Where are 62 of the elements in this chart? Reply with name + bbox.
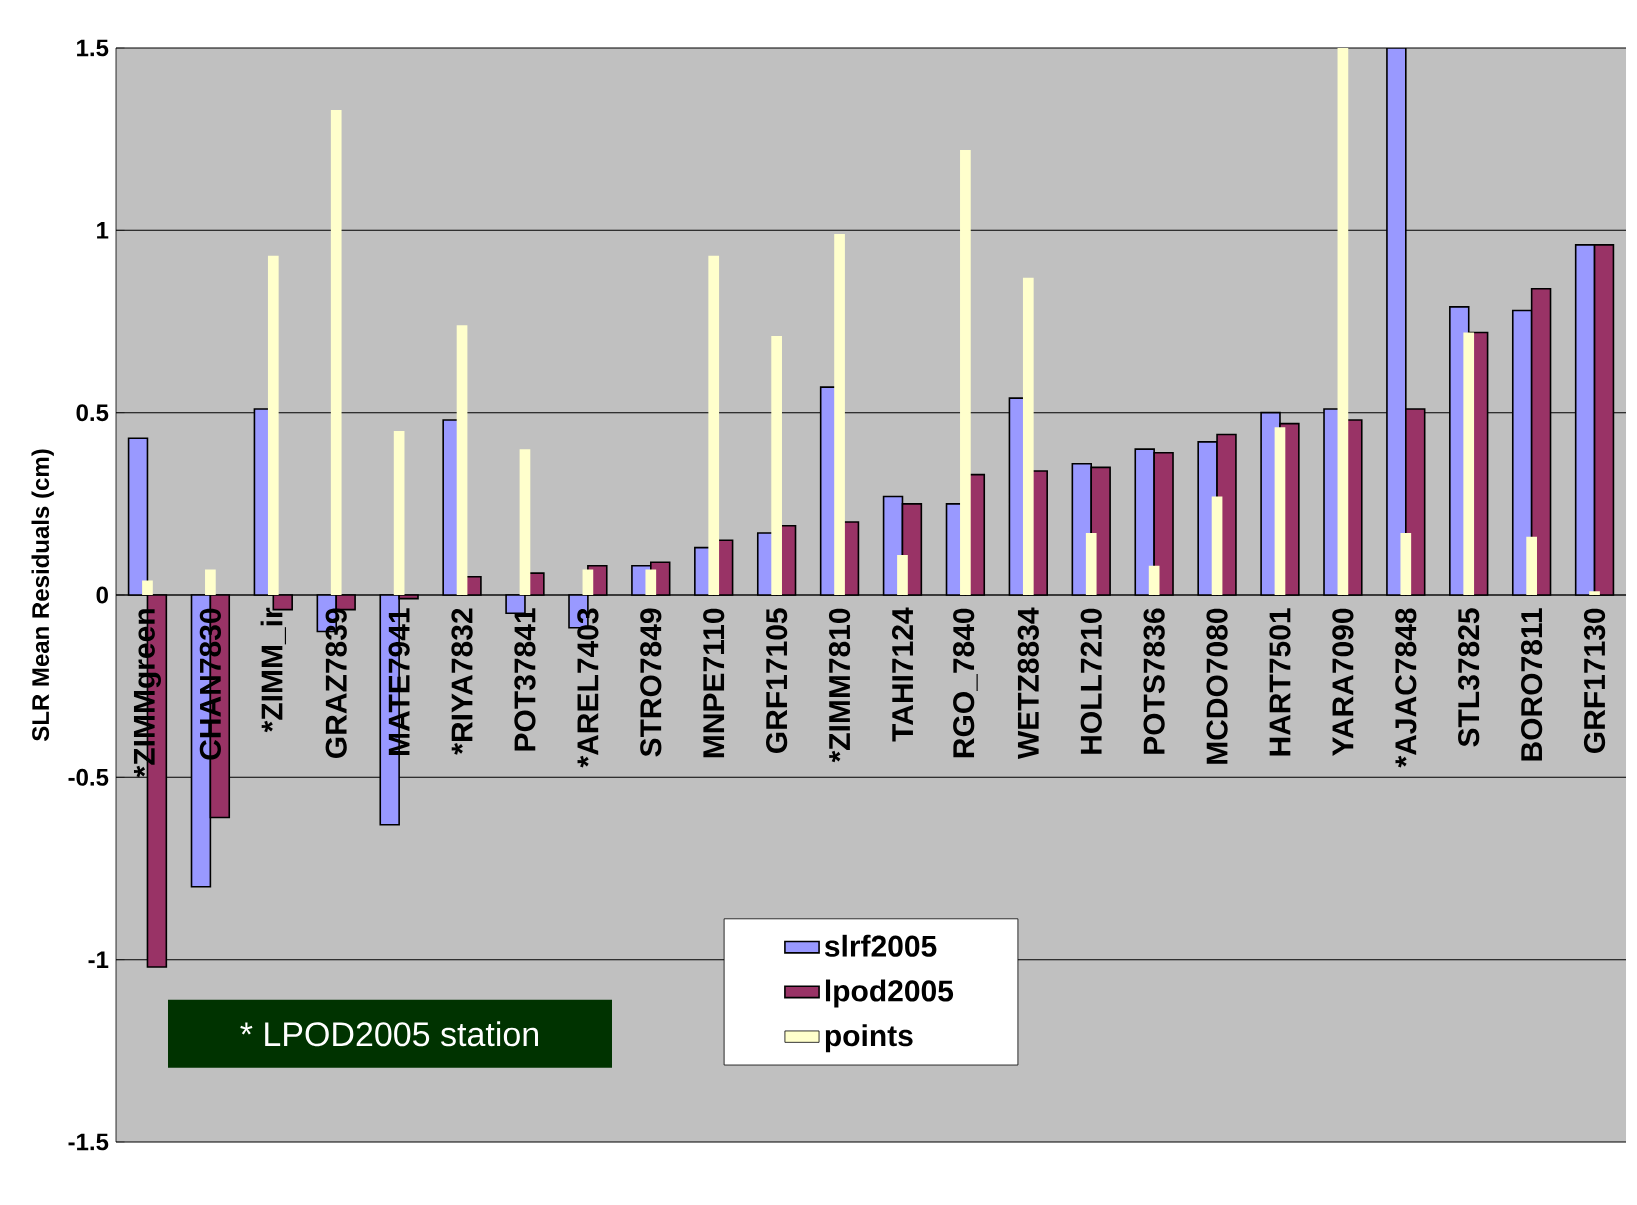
bar [1274, 427, 1286, 595]
x-tick-label: *AJAC7848 [1395, 608, 1417, 768]
bar [960, 150, 971, 595]
bar [1337, 48, 1349, 595]
y-tick-label: -0.5 [68, 768, 109, 786]
bar [330, 109, 342, 595]
x-tick-label: *RIYA7832 [451, 608, 473, 755]
bar [897, 554, 908, 595]
x-tick-label: POT37841 [514, 608, 536, 751]
x-tick-label: STL37825 [1458, 608, 1480, 747]
bar [1589, 591, 1600, 595]
y-tick-label: 1 [97, 222, 109, 239]
y-tick-label: 1.5 [77, 39, 109, 57]
bar [582, 569, 594, 595]
bar [834, 233, 845, 595]
y-tick-label: -1.5 [68, 1133, 109, 1151]
legend-label: points [825, 1024, 913, 1053]
bar [1022, 277, 1034, 595]
x-tick-label: MCDO7080 [1206, 608, 1228, 764]
x-tick-label: WETZ8834 [1017, 607, 1039, 760]
y-axis-title: SLR Mean Residuals (cm) [31, 449, 54, 742]
x-tick-label: *AREL7403 [577, 608, 599, 768]
bar [771, 336, 782, 595]
x-tick-label: TAHI7124 [891, 607, 913, 742]
x-tick-label: MATE7941 [388, 608, 410, 755]
x-tick-label: MNPE7110 [703, 608, 725, 758]
x-tick-label: GRF17105 [766, 608, 788, 753]
x-tick-label: HOLL7210 [1080, 608, 1102, 754]
bar [1148, 565, 1160, 595]
bar [456, 325, 468, 595]
legend-label: slrf2005 [824, 934, 937, 957]
bar [708, 255, 720, 595]
annotation: * LPOD2005 station [240, 1021, 538, 1047]
bar [1085, 533, 1097, 595]
bar [1211, 496, 1223, 595]
bar [205, 569, 216, 595]
bar [1574, 244, 1596, 596]
x-tick-label: *ZIMM_ir [260, 607, 287, 733]
bar [142, 580, 153, 595]
y-tick-label: 0 [96, 586, 108, 604]
bar [393, 430, 405, 595]
bar [519, 449, 531, 595]
bar [1463, 332, 1475, 595]
bar [1400, 533, 1412, 595]
y-tick-label: -1 [88, 951, 109, 968]
x-tick-label: HART7501 [1269, 608, 1291, 756]
bar [267, 255, 279, 595]
bar [645, 569, 657, 595]
x-tick-label: YARA7090 [1332, 608, 1354, 756]
bar [1526, 536, 1537, 595]
x-tick-label: GRF17130 [1583, 608, 1606, 753]
x-tick-label: *ZIMMgreen [133, 609, 161, 778]
x-tick-label: BORO7811 [1521, 608, 1543, 761]
x-tick-label: CHAN7830 [199, 608, 222, 760]
legend-label: lpod2005 [825, 979, 954, 1008]
x-tick-label: POTS7836 [1143, 608, 1165, 754]
y-tick-label: 0.5 [76, 404, 109, 422]
x-tick-label: RGO_7840 [953, 608, 978, 758]
bar [127, 437, 149, 596]
x-tick-label: STRO7849 [640, 608, 662, 757]
x-tick-label: *ZIMM7810 [828, 608, 851, 763]
x-tick-label: GRAZ7839 [325, 608, 347, 758]
